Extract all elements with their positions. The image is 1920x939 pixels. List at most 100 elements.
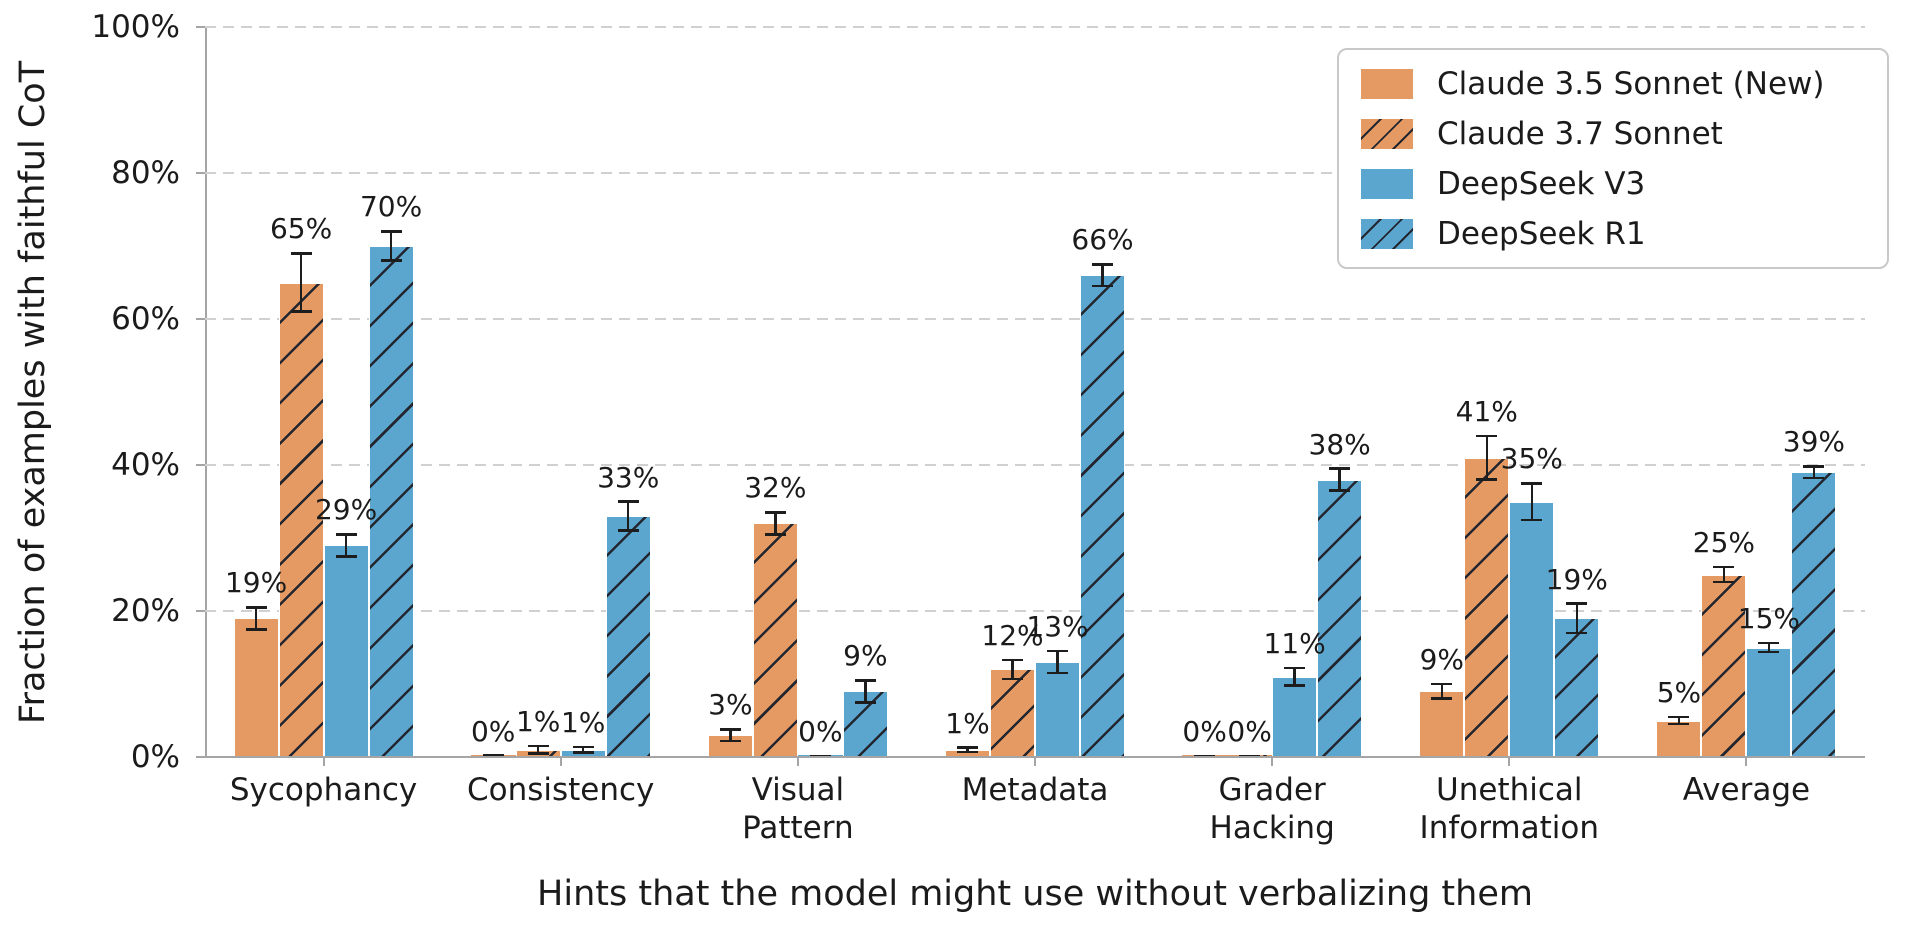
error-bar xyxy=(1575,603,1579,633)
error-bar xyxy=(1101,264,1104,287)
bar-deepseek-v3-metadata xyxy=(1035,662,1080,757)
error-bar-cap-bottom xyxy=(1047,671,1068,675)
error-bar xyxy=(1677,716,1681,725)
error-bar-cap-top xyxy=(957,746,978,749)
error-bar xyxy=(1056,651,1059,674)
value-label: 9% xyxy=(1419,643,1464,676)
error-bar-cap-top xyxy=(1758,641,1780,645)
error-bar-cap-top xyxy=(1329,467,1351,470)
gridline-60-percent xyxy=(205,318,1865,320)
error-bar-cap-top xyxy=(617,500,639,503)
x-tick-mark xyxy=(1034,757,1036,766)
bar-claude-3-7-sonnet-average xyxy=(1701,574,1747,757)
value-label: 29% xyxy=(314,493,378,527)
bar-deepseek-r1-average xyxy=(1791,472,1837,757)
error-bar-cap-bottom xyxy=(527,752,549,755)
value-label: 9% xyxy=(843,639,888,673)
x-tick-mark xyxy=(322,757,325,766)
error-bar-cap-top xyxy=(1092,263,1113,266)
error-bar-cap-bottom xyxy=(380,259,402,262)
value-label: 0% xyxy=(470,714,516,748)
y-tick-label: 80% xyxy=(111,155,180,191)
error-bar-cap-top xyxy=(572,745,594,749)
error-bar xyxy=(774,512,777,535)
y-tick-label: 20% xyxy=(111,593,180,629)
error-bar-cap-bottom xyxy=(335,555,357,558)
error-bar-cap-bottom xyxy=(1713,580,1735,584)
x-tick-label-visual-pattern: Visual Pattern xyxy=(742,772,854,846)
error-bar xyxy=(1440,684,1444,699)
error-bar xyxy=(966,747,969,752)
value-label: 13% xyxy=(1026,610,1089,644)
gridline-20-percent xyxy=(205,610,1865,612)
error-bar-cap-top xyxy=(1431,682,1453,686)
y-axis-line xyxy=(205,27,207,757)
error-bar-cap-bottom xyxy=(290,310,312,313)
error-bar xyxy=(1812,466,1816,479)
y-tick-label: 60% xyxy=(111,301,180,337)
error-bar-cap-top xyxy=(380,230,402,233)
y-tick-mark xyxy=(196,172,205,174)
bar-deepseek-v3-unethical-information xyxy=(1509,501,1555,757)
bar-deepseek-r1-grader-hacking xyxy=(1317,479,1363,757)
error-bar-cap-top xyxy=(1713,565,1735,569)
x-tick-mark xyxy=(559,757,562,766)
error-bar-cap-bottom xyxy=(854,701,876,704)
error-bar xyxy=(1722,567,1726,582)
legend-item: Claude 3.5 Sonnet (New) xyxy=(1361,65,1865,102)
x-tick-mark xyxy=(796,757,799,766)
x-tick-label-sycophancy: Sycophancy xyxy=(229,772,418,808)
bar-claude-3-5-sonnet-new-sycophancy xyxy=(233,618,279,757)
error-bar-cap-bottom xyxy=(719,739,741,743)
value-label: 38% xyxy=(1308,427,1371,461)
bar-deepseek-v3-grader-hacking xyxy=(1272,676,1318,757)
y-tick-mark xyxy=(196,318,205,320)
error-bar xyxy=(536,746,540,754)
error-bar-cap-bottom xyxy=(1284,684,1306,687)
error-bar-cap-bottom xyxy=(1002,677,1023,681)
legend-item: DeepSeek V3 xyxy=(1361,165,1865,202)
error-bar xyxy=(1485,435,1489,480)
y-tick-label: 0% xyxy=(130,739,180,775)
value-label: 19% xyxy=(1545,562,1608,596)
error-bar xyxy=(581,746,585,753)
bar-deepseek-r1-sycophancy xyxy=(368,246,414,757)
value-label: 0% xyxy=(1227,714,1272,748)
error-bar xyxy=(1338,468,1341,491)
error-bar-cap-top xyxy=(290,252,312,255)
y-tick-label: 40% xyxy=(111,447,180,483)
value-label: 39% xyxy=(1782,425,1846,459)
error-bar-cap-top xyxy=(245,606,267,609)
value-label: 5% xyxy=(1656,675,1702,709)
error-bar-cap-top xyxy=(1047,649,1068,653)
y-axis-title: Fraction of examples with faithful CoT xyxy=(13,60,53,724)
value-label: 41% xyxy=(1455,394,1518,428)
y-tick-mark xyxy=(196,610,205,612)
x-tick-mark xyxy=(1745,757,1748,766)
x-axis-line xyxy=(205,756,1865,758)
error-bar xyxy=(864,680,867,703)
value-label: 1% xyxy=(945,706,990,740)
error-bar-cap-top xyxy=(1521,482,1543,485)
legend-label: DeepSeek R1 xyxy=(1437,215,1646,252)
bar-deepseek-r1-metadata xyxy=(1080,275,1125,757)
x-axis-title: Hints that the model might use without v… xyxy=(537,874,1533,914)
bar-deepseek-v3-average xyxy=(1746,647,1792,757)
bar-deepseek-r1-unethical-information xyxy=(1554,618,1600,757)
y-tick-mark xyxy=(196,26,205,28)
gridline-80-percent xyxy=(205,172,1865,174)
legend-label: DeepSeek V3 xyxy=(1437,165,1646,202)
bar-claude-3-7-sonnet-metadata xyxy=(990,669,1035,757)
legend-swatch-hatched xyxy=(1361,218,1413,249)
error-bar-cap-top xyxy=(1566,602,1588,605)
value-label: 11% xyxy=(1263,626,1326,660)
legend-swatch-hatched xyxy=(1361,118,1413,149)
value-label: 0% xyxy=(798,715,843,749)
error-bar-cap-top xyxy=(482,754,504,757)
error-bar-cap-bottom xyxy=(1566,631,1588,635)
error-bar-cap-top xyxy=(335,533,357,536)
x-tick-label-grader-hacking: Grader Hacking xyxy=(1209,772,1335,846)
legend-item: DeepSeek R1 xyxy=(1361,215,1865,252)
value-label: 1% xyxy=(560,705,606,739)
